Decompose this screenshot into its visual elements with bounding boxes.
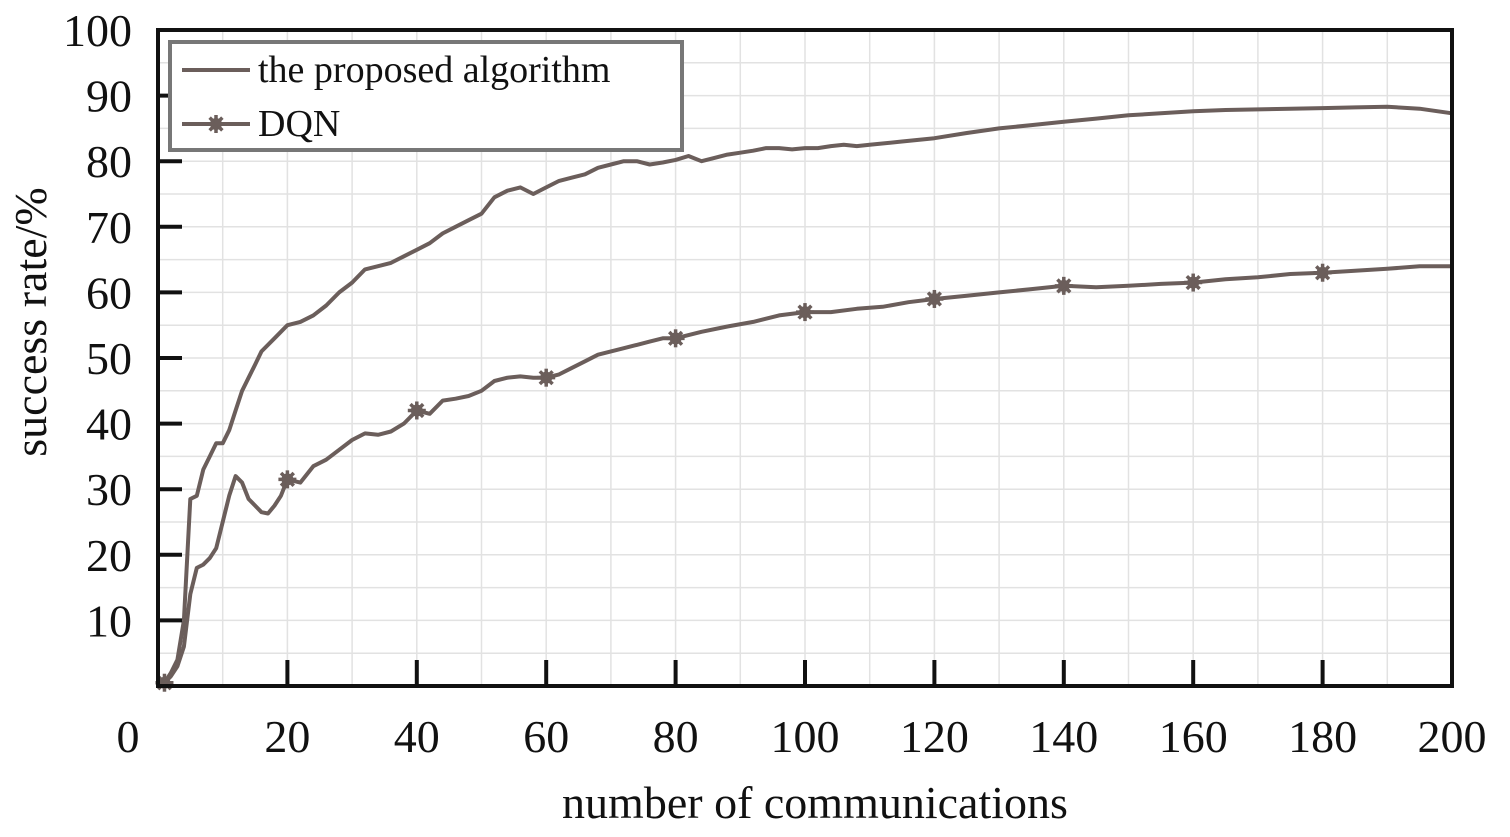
dqn-marker <box>1313 263 1332 282</box>
x-tick-label: 80 <box>653 711 699 762</box>
dqn-marker <box>1184 273 1203 292</box>
series-line-dqn <box>163 264 1452 685</box>
x-tick-label: 160 <box>1159 711 1228 762</box>
x-tick-label: 60 <box>523 711 569 762</box>
dqn-marker <box>796 303 814 322</box>
x-tick-label: 0 <box>117 711 140 762</box>
series-layer <box>155 104 1453 692</box>
tick-marks <box>158 93 1325 686</box>
x-tick-label: 140 <box>1029 711 1098 762</box>
legend: the proposed algorithm DQN <box>168 40 684 152</box>
x-tick-label: 100 <box>771 711 840 762</box>
dqn-marker <box>666 329 685 348</box>
y-tick-label: 90 <box>86 71 132 122</box>
dqn-marker <box>207 115 225 133</box>
dqn-marker <box>1054 276 1073 295</box>
legend-box <box>168 40 684 152</box>
legend-marker-dqn <box>207 115 225 133</box>
legend-label-proposed: the proposed algorithm <box>258 49 610 91</box>
y-tick-label: 80 <box>86 136 132 187</box>
x-tick-label: 180 <box>1288 711 1357 762</box>
x-axis-title: number of communications <box>562 777 1068 828</box>
x-tick-label: 120 <box>900 711 969 762</box>
x-tick-labels: 0 20 40 60 80 100 120 140 160 180 200 <box>117 711 1487 762</box>
y-axis-title: success rate/% <box>5 187 56 457</box>
y-tick-labels: 10 20 30 40 50 60 70 80 90 100 <box>63 5 132 646</box>
dqn-marker <box>925 289 944 308</box>
dqn-marker <box>407 401 426 420</box>
y-tick-label: 60 <box>86 267 132 318</box>
legend-label-dqn: DQN <box>258 103 340 145</box>
dqn-marker <box>537 368 556 387</box>
y-tick-label: 100 <box>63 5 132 56</box>
y-tick-label: 30 <box>86 464 132 515</box>
x-tick-label: 200 <box>1418 711 1487 762</box>
plot-frame <box>156 28 1454 688</box>
dqn-marker <box>278 470 297 489</box>
x-tick-label: 20 <box>264 711 310 762</box>
x-tick-label: 40 <box>394 711 440 762</box>
y-tick-label: 40 <box>86 399 132 450</box>
series-line-proposed <box>162 104 1453 684</box>
y-tick-label: 10 <box>86 595 132 646</box>
y-tick-label: 50 <box>86 333 132 384</box>
y-tick-label: 70 <box>86 202 132 253</box>
y-tick-label: 20 <box>86 530 132 581</box>
